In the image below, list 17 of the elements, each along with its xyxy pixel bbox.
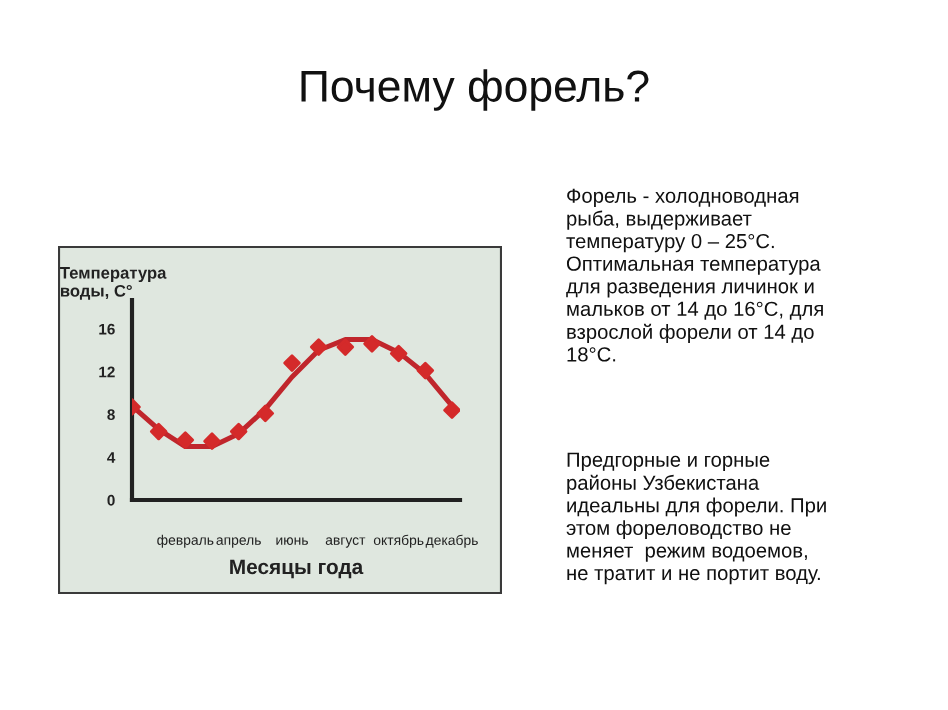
point — [176, 431, 195, 449]
point — [416, 361, 435, 380]
point — [229, 422, 248, 441]
chart-title: Почему форель? — [301, 69, 649, 111]
text: Форель - холодноводная рыба, выдерживает температуру 0 – 25°С. Оптимальная температура для разведения личинок и мальков от 14 до 16°С, для взрослой форели от 14 до 18°С. — [566, 188, 823, 362]
point — [363, 335, 381, 353]
point — [149, 422, 168, 441]
point — [283, 354, 301, 372]
text: Предгорные и горные районы Узбекистана идеальны для форели. При этом фореловодство не меняет режим водоемов, не тратит и не портит воду. — [566, 452, 826, 585]
point — [309, 338, 328, 356]
point — [256, 404, 275, 423]
point — [203, 432, 221, 450]
y-axis-title: Температура воды, С° — [60, 267, 167, 300]
point — [389, 344, 408, 363]
x-axis-title: Месяцы года — [230, 559, 364, 579]
point — [443, 401, 460, 419]
point — [336, 338, 355, 356]
